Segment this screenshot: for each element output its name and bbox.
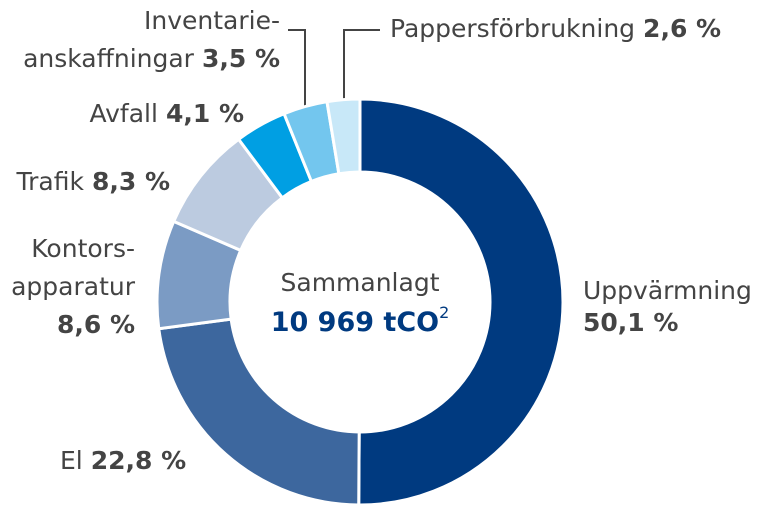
- donut-segment: [357, 97, 565, 505]
- leader-line: [288, 29, 306, 108]
- value-label: 22,8 %: [91, 446, 186, 475]
- slice-label: Inventarie-anskaffningar 3,5 %: [23, 6, 280, 73]
- category-label: El: [60, 446, 83, 475]
- value-label: 3,5 %: [202, 44, 280, 73]
- slice-label: Pappersförbrukning 2,6 %: [390, 14, 721, 43]
- category-label: Uppvärmning: [583, 276, 752, 305]
- category-label: Inventarie-: [144, 6, 280, 35]
- category-label: apparatur: [11, 272, 136, 301]
- category-label: Kontors-: [31, 234, 135, 263]
- leader-line: [343, 29, 380, 100]
- donut-segment: [157, 317, 361, 505]
- slice-label: Avfall 4,1 %: [90, 99, 245, 128]
- value-label: 8,3 %: [92, 167, 170, 196]
- category-label: Trafik: [16, 167, 85, 196]
- slice-label: Uppvärmning 50,1 %: [583, 276, 752, 337]
- category-label: Pappersförbrukning: [390, 14, 635, 43]
- slice-label: Trafik 8,3 %: [16, 167, 170, 196]
- donut-segment: [325, 97, 362, 176]
- value-label: 50,1 %: [583, 308, 678, 337]
- category-label: Avfall: [90, 99, 158, 128]
- center-label: Sammanlagt: [281, 268, 440, 297]
- category-label: anskaffningar: [23, 44, 195, 73]
- total-label: 10 969 tCO2: [271, 303, 450, 338]
- slice-label: El 22,8 %: [60, 446, 186, 475]
- leader-lines: [288, 29, 380, 108]
- total-sup: 2: [439, 303, 449, 322]
- value-label: 8,6 %: [57, 310, 135, 339]
- slice-label: Kontors-apparatur 8,6 %: [11, 234, 136, 339]
- value-label: 2,6 %: [643, 14, 721, 43]
- value-label: 4,1 %: [166, 99, 244, 128]
- total-text: 10 969 tCO: [271, 307, 439, 338]
